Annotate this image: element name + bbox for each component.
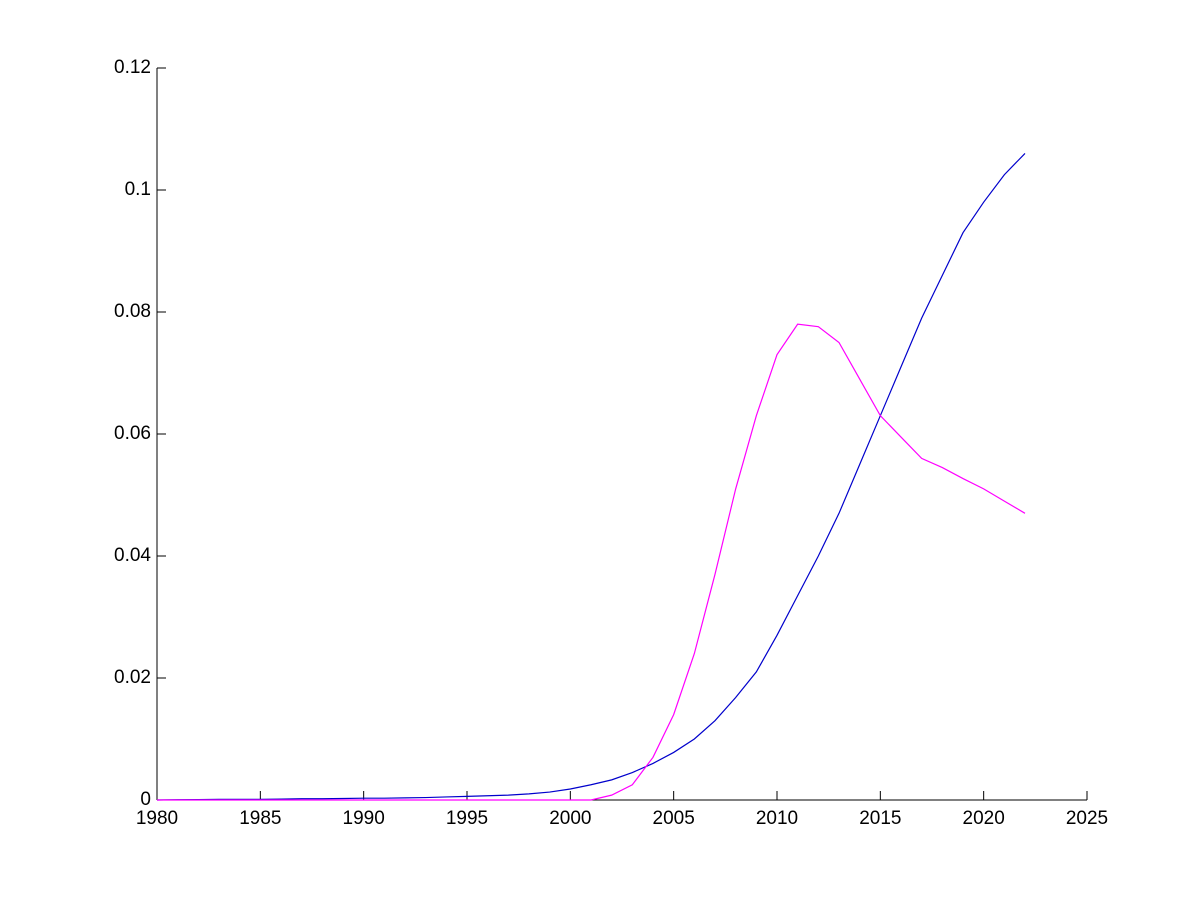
- y-tick-label: 0: [140, 789, 151, 810]
- y-tick-label: 0.08: [114, 301, 151, 322]
- x-tick-label: 1990: [343, 808, 385, 829]
- x-tick-label: 1995: [446, 808, 488, 829]
- x-tick-label: 2005: [653, 808, 695, 829]
- y-tick-label: 0.02: [114, 667, 151, 688]
- y-tick-label: 0.04: [114, 545, 151, 566]
- y-tick-label: 0.12: [114, 57, 151, 78]
- data-line: [157, 323, 1026, 801]
- x-tick-label: 1985: [239, 808, 281, 829]
- x-tick-label: 2000: [549, 808, 591, 829]
- x-tick-label: 2015: [859, 808, 901, 829]
- x-tick-label: 2020: [963, 808, 1005, 829]
- x-tick-label: 2010: [756, 808, 798, 829]
- y-tick-label: 0.1: [125, 179, 151, 200]
- x-tick-label: 1980: [136, 808, 178, 829]
- x-tick-label: 2025: [1066, 808, 1108, 829]
- y-tick-label: 0.06: [114, 423, 151, 444]
